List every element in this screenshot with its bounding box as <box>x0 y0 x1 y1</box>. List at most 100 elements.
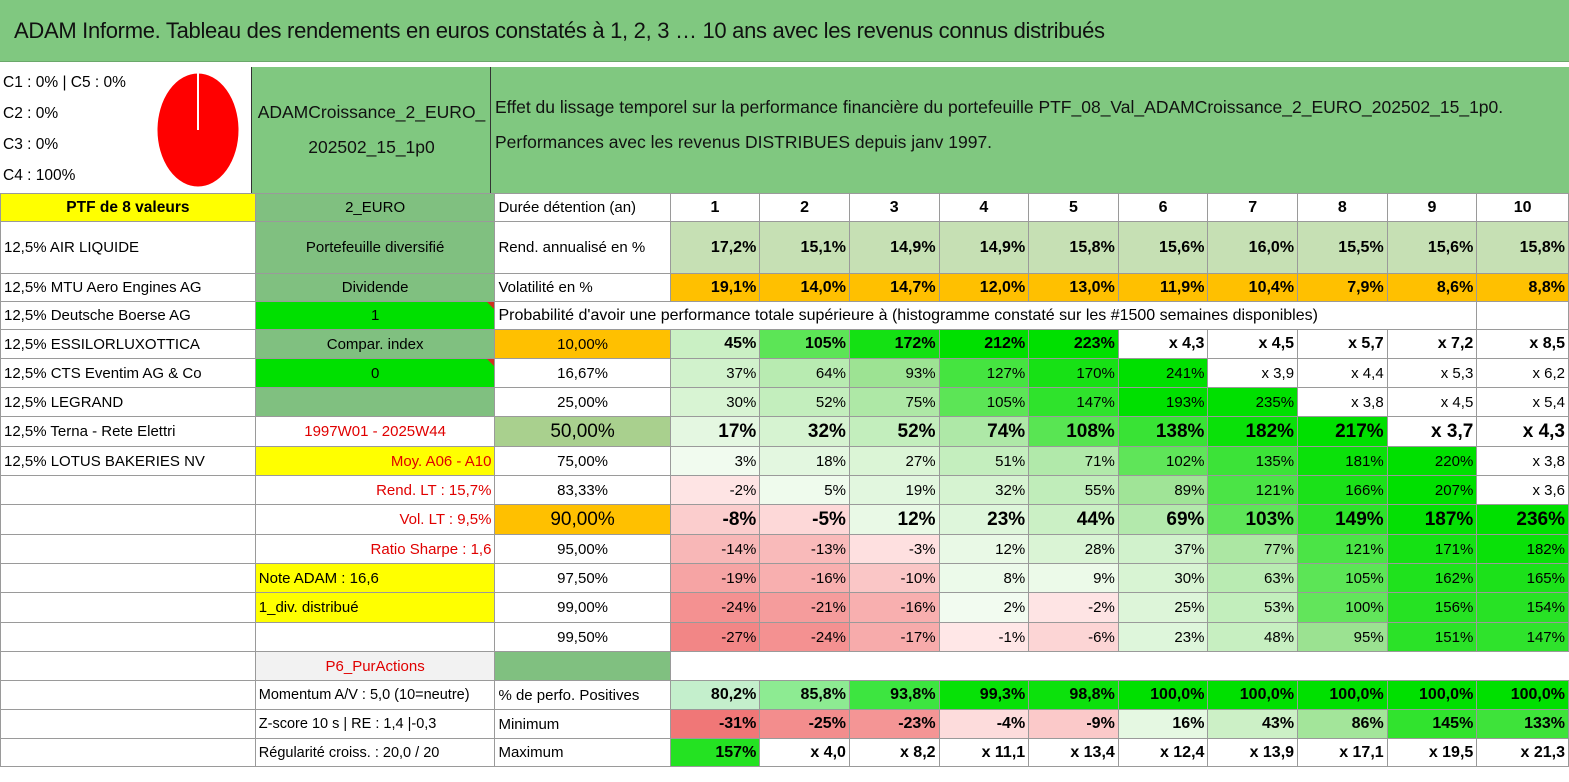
holding-cell <box>0 504 256 535</box>
value-cell: 151% <box>1386 622 1478 652</box>
value-cell: 48% <box>1207 622 1299 652</box>
value-cell: 7,9% <box>1297 273 1388 302</box>
value-cell: 44% <box>1028 504 1119 535</box>
legend-line: C2 : 0% <box>3 105 59 122</box>
value-cell: 7 <box>1207 193 1299 222</box>
value-cell: 135% <box>1207 446 1299 476</box>
value-cell: 2 <box>759 193 850 222</box>
page-title: ADAM Informe. Tableau des rendements en … <box>0 0 1569 62</box>
value-cell: 19,1% <box>669 273 761 302</box>
value-cell: -6% <box>1028 622 1119 652</box>
value-cell: x 4,5 <box>1386 387 1478 417</box>
value-cell: 171% <box>1386 534 1478 564</box>
value-cell: 14,0% <box>759 273 850 302</box>
value-cell: 187% <box>1386 504 1478 535</box>
value-cell: 14,9% <box>848 221 940 274</box>
value-cell: x 12,4 <box>1117 738 1209 767</box>
value-cell: x 3,9 <box>1207 358 1299 388</box>
label-cell: Rend. annualisé en % <box>494 221 671 274</box>
value-cell: -4% <box>938 709 1030 739</box>
holding-cell: 12,5% Terna - Rete Elettri <box>0 416 256 447</box>
value-cell: 156% <box>1386 592 1478 623</box>
value-cell: -23% <box>848 709 940 739</box>
value-cell: 23% <box>1117 622 1209 652</box>
label-cell: 99,00% <box>494 592 671 623</box>
value-cell: x 13,4 <box>1028 738 1119 767</box>
value-cell: 6 <box>1117 193 1209 222</box>
value-cell: 241% <box>1117 358 1209 388</box>
value-cell: 53% <box>1207 592 1299 623</box>
value-cell: 25% <box>1117 592 1209 623</box>
value-cell: 10 <box>1476 193 1569 222</box>
value-cell: 16% <box>1117 709 1209 739</box>
label-cell: 99,50% <box>494 622 671 652</box>
value-cell: 15,6% <box>1386 221 1478 274</box>
value-cell: 85,8% <box>759 680 850 710</box>
value-cell: 32% <box>759 416 850 447</box>
table-row: Note ADAM : 16,6 97,50% -19% -16% -10% 8% 9% 30… <box>0 563 1569 593</box>
info-cell: 2_EURO <box>254 193 496 222</box>
value-cell: 100,0% <box>1386 680 1478 710</box>
value-cell: -21% <box>759 592 850 623</box>
table-row: 12,5% LOTUS BAKERIES NV Moy. A06 - A10 75,… <box>0 446 1569 476</box>
value-cell: 154% <box>1476 592 1569 623</box>
value-cell: -24% <box>669 592 761 623</box>
value-cell: 16,0% <box>1207 221 1299 274</box>
label-cell: Volatilité en % <box>494 273 671 302</box>
value-cell: -2% <box>1028 592 1119 623</box>
value-cell: 121% <box>1207 475 1299 505</box>
value-cell: 212% <box>938 329 1030 359</box>
holding-cell <box>0 534 256 564</box>
value-cell: x 4,3 <box>1117 329 1209 359</box>
value-cell: 28% <box>1028 534 1119 564</box>
value-cell: 64% <box>759 358 850 388</box>
value-cell: 18% <box>759 446 850 476</box>
value-cell: 11,9% <box>1117 273 1209 302</box>
value-cell: 93% <box>848 358 940 388</box>
value-cell: x 17,1 <box>1297 738 1388 767</box>
value-cell: 103% <box>1207 504 1299 535</box>
value-cell: 23% <box>938 504 1030 535</box>
table-row: 12,5% CTS Eventim AG & Co 0 16,67% 37% 64% 93… <box>0 358 1569 388</box>
description-line: Performances avec les revenus DISTRIBUES… <box>495 132 993 152</box>
holding-cell <box>0 475 256 505</box>
category-legend: C1 : 0% | C5 : 0% C2 : 0% C3 : 0% C4 : 1… <box>0 67 252 193</box>
label-cell: 95,00% <box>494 534 671 564</box>
value-cell: 98,8% <box>1028 680 1119 710</box>
value-cell: -9% <box>1028 709 1119 739</box>
info-cell: Vol. LT : 9,5% <box>254 504 496 535</box>
value-cell: 10,4% <box>1207 273 1299 302</box>
value-cell: 182% <box>1476 534 1569 564</box>
value-cell: x 4,0 <box>759 738 850 767</box>
table-row: 12,5% ESSILORLUXOTTICA Compar. index 10,00… <box>0 329 1569 359</box>
value-cell: -27% <box>669 622 761 652</box>
info-cell: P6_PurActions <box>254 651 496 681</box>
value-cell: -2% <box>669 475 761 505</box>
value-cell: 102% <box>1117 446 1209 476</box>
value-cell: 105% <box>938 387 1030 417</box>
value-cell: 172% <box>848 329 940 359</box>
legend-line: C1 : 0% | C5 : 0% <box>3 74 126 91</box>
label-cell: Maximum <box>494 738 671 767</box>
value-cell: 32% <box>938 475 1030 505</box>
info-cell: 1997W01 - 2025W44 <box>254 416 496 447</box>
value-cell: 15,8% <box>1476 221 1569 274</box>
label-cell: 50,00% <box>494 416 671 447</box>
value-cell: 74% <box>938 416 1030 447</box>
value-cell: x 7,2 <box>1386 329 1478 359</box>
holding-cell: 12,5% AIR LIQUIDE <box>0 221 256 274</box>
value-cell: -5% <box>759 504 850 535</box>
value-cell: 166% <box>1297 475 1388 505</box>
table-row: P6_PurActions <box>0 651 1569 681</box>
info-cell: Dividende <box>254 273 496 302</box>
value-cell: x 6,2 <box>1476 358 1569 388</box>
info-cell: Momentum A/V : 5,0 (10=neutre) <box>254 680 496 710</box>
info-cell: 0 <box>254 358 496 388</box>
value-cell: 235% <box>1207 387 1299 417</box>
value-cell: 13,0% <box>1028 273 1119 302</box>
table-row: 12,5% AIR LIQUIDE Portefeuille diversifié… <box>0 221 1569 274</box>
value-cell: 12% <box>938 534 1030 564</box>
table-row: 12,5% MTU Aero Engines AG Dividende Volati… <box>0 273 1569 302</box>
value-cell: 147% <box>1476 622 1569 652</box>
